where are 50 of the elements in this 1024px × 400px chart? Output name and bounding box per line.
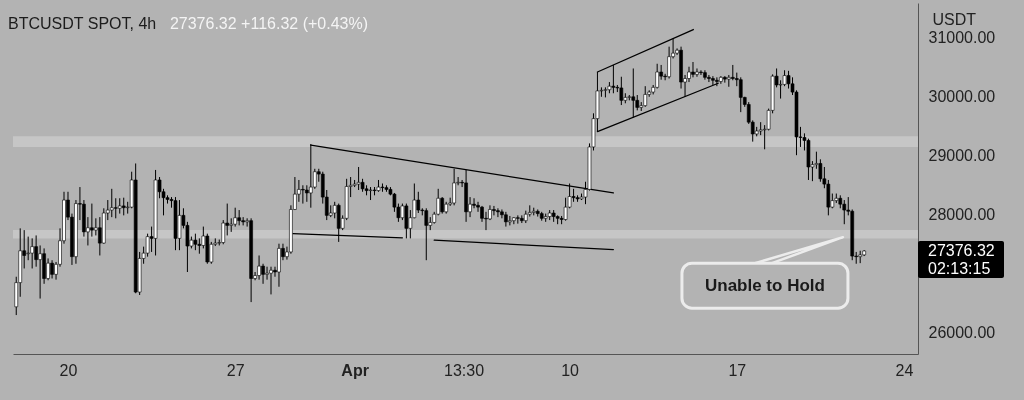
annotation: Unable to Hold — [704, 275, 825, 295]
x-tick-label: 20 — [59, 361, 78, 379]
candlestick — [269, 266, 273, 295]
candlestick — [197, 237, 202, 255]
x-tick-label: 10 — [561, 361, 580, 379]
candlestick — [233, 207, 237, 228]
candlestick — [257, 254, 261, 281]
y-tick-label: 30000.00 — [928, 87, 996, 105]
candlestick — [26, 236, 30, 261]
candlestick — [50, 259, 54, 279]
candlestick — [109, 188, 114, 218]
candlestick — [496, 207, 500, 218]
candlestick — [699, 69, 703, 76]
y-tick-label: 31000.00 — [928, 28, 996, 46]
candlestick — [655, 63, 659, 90]
x-tick-label: 13:30 — [444, 361, 485, 379]
candlestick — [38, 244, 42, 300]
candlestick — [301, 184, 305, 205]
candlestick — [404, 203, 409, 239]
text: 27376.32 — [928, 241, 995, 259]
candlestick — [261, 263, 265, 285]
candlestick — [177, 199, 182, 251]
candlestick — [221, 219, 226, 245]
x-tick-label: 27 — [226, 361, 245, 379]
candlestick — [508, 215, 512, 226]
candlestick — [46, 257, 50, 281]
x-tick-label: 24 — [895, 361, 914, 379]
y-tick-label: 26000.00 — [928, 323, 996, 341]
candlestick — [30, 237, 34, 269]
candlestick — [277, 243, 281, 288]
candlestick — [492, 205, 496, 216]
candlestick — [563, 197, 568, 222]
y-axis-title: USDT — [932, 10, 977, 28]
candlestick — [98, 216, 102, 256]
text: 27376.32 +116.32 (+0.43%) — [169, 15, 369, 32]
y-tick-label: 29000.00 — [928, 146, 996, 164]
candlestick — [842, 199, 847, 225]
x-tick-label: Apr — [341, 361, 369, 379]
candlestick — [313, 168, 317, 190]
x-tick-label: 17 — [728, 361, 747, 379]
text: 02:13:15 — [928, 259, 991, 277]
candlestick — [90, 203, 94, 238]
text: BTCUSDT SPOT, 4h — [8, 15, 157, 32]
candlestick — [113, 197, 118, 219]
candlestick — [695, 67, 699, 78]
candlestick — [738, 76, 743, 113]
y-tick-label: 28000.00 — [928, 205, 996, 223]
candlestick — [707, 74, 711, 83]
candlestick — [472, 197, 476, 209]
candlestick — [691, 61, 695, 78]
